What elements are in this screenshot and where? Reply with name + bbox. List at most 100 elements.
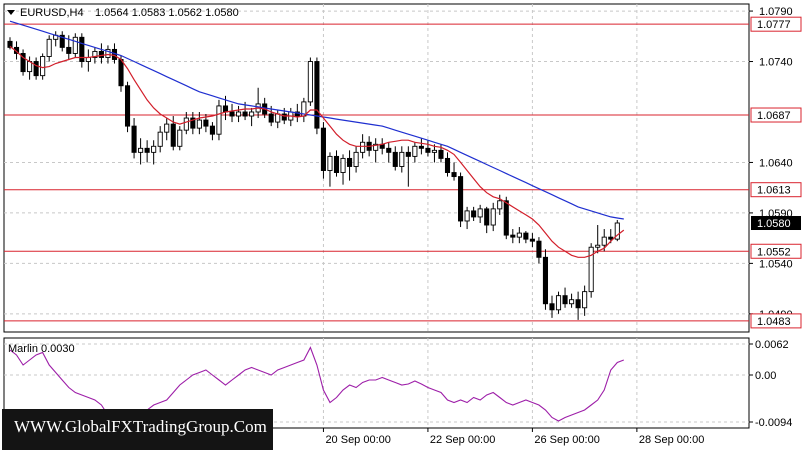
candle-10 [72,33,78,58]
candle-body [118,59,124,87]
candle-body [471,210,477,218]
candle-81 [536,237,542,264]
level-tag-box [750,182,802,198]
candle-35 [235,105,242,123]
candle-body [458,176,464,222]
candle-59 [392,146,398,171]
candle-26 [177,126,183,151]
watermark-background [2,409,273,450]
candle-90 [595,225,601,254]
candle-body [124,85,131,127]
candle-body [190,117,196,129]
level-tag-box [750,16,802,32]
ind-tick-label-0: 0.0062 [755,339,789,351]
candle-body [425,147,431,153]
ma-fast-line [9,45,625,258]
candle-body [536,240,542,258]
candle-body [196,119,202,129]
candle-21 [144,140,150,163]
candle-body [497,200,503,210]
candle-22 [151,140,157,165]
candle-body [92,50,98,58]
candle-body [229,111,235,117]
candle-body [595,244,601,248]
candle-body [529,238,535,242]
y-tick-label-4: 1.0540 [759,258,793,270]
y-tick-label-2: 1.0640 [759,157,793,169]
candle-body [601,236,607,246]
candle-body [203,119,209,127]
candle-body [608,236,614,240]
candle-body [444,157,451,173]
candle-body [516,232,522,238]
candle-body [59,34,65,48]
level-tag-1: 1.0687 [750,107,802,123]
candle-body [40,56,46,77]
candle-6 [46,35,52,62]
candle-body [281,113,287,121]
candle-68 [451,162,457,181]
candle-80 [529,233,535,248]
candle-63 [418,138,424,155]
candles [7,31,620,320]
level-tag-4: 1.0483 [750,313,802,329]
last-price-tag: 1.0580 [751,216,801,231]
dropdown-triangle-icon[interactable] [7,10,15,15]
candle-11 [79,33,85,68]
candle-body [503,200,509,236]
candle-58 [386,142,392,163]
candle-body [151,145,157,153]
main-pane[interactable] [3,3,750,333]
candle-body [20,53,26,73]
candle-65 [431,144,438,163]
candle-body [268,113,274,123]
candle-5 [40,53,46,80]
candle-0 [7,37,13,50]
candle-34 [229,103,235,123]
horizontal-levels [4,23,749,322]
level-tag-label: 1.0552 [757,246,791,258]
candle-body [569,299,575,305]
candle-61 [405,146,411,187]
candle-24 [164,118,170,141]
candle-body [275,113,281,123]
candle-71 [471,206,477,221]
ind-tick-label-1: 0.00 [755,370,776,382]
level-tag-3: 1.0552 [750,243,802,259]
candle-body [451,172,457,178]
candle-64 [425,140,431,157]
candle-body [164,123,170,133]
main-grid [4,4,749,332]
candle-49 [327,152,333,187]
y-tick-label-0: 1.0790 [759,6,793,18]
candle-78 [516,227,522,244]
candle-18 [124,81,131,133]
candle-body [373,143,379,151]
candle-69 [458,172,464,228]
candle-52 [347,150,353,181]
level-tag-label: 1.0687 [757,110,791,122]
candle-body [360,141,366,153]
candle-body [464,210,470,222]
candle-body [294,111,300,117]
indicator-title: Marlin 0.0030 [8,343,75,355]
candle-body [183,117,189,131]
candle-53 [353,146,359,173]
candle-body [320,127,326,171]
candle-20 [138,138,144,165]
candle-46 [307,57,313,106]
time-axis: 20 Sep 00:00 22 Sep 00:00 26 Sep 00:00 28 S… [322,428,704,446]
candle-93 [614,219,620,242]
candle-body [46,38,52,57]
candle-body [307,61,313,103]
candle-19 [131,118,137,159]
candle-body [222,105,229,113]
candle-body [314,61,320,129]
candle-48 [320,122,326,179]
candle-73 [484,206,490,234]
candle-4 [33,57,39,80]
candle-body [549,303,555,311]
candle-67 [444,152,451,177]
